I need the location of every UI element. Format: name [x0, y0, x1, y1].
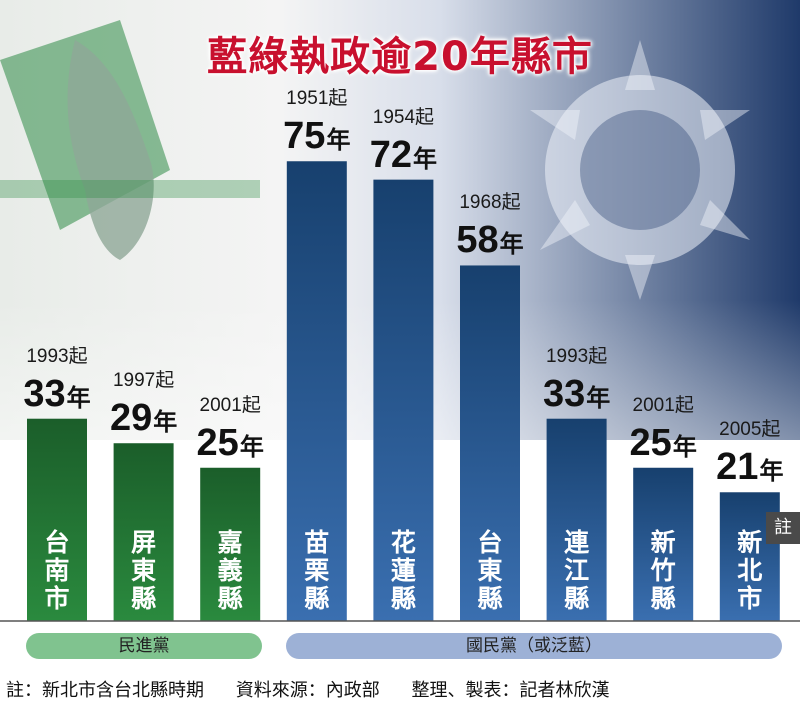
chart-title: 藍綠執政逾20年縣市 [207, 34, 593, 80]
bar-1 [113, 443, 174, 621]
bar-value-label: 58年 [456, 219, 524, 262]
bar-value-label: 25年 [629, 421, 697, 464]
bar-start-label: 1954起 [372, 106, 435, 128]
bar-category-label: 台東縣 [477, 528, 503, 613]
bar-start-label: 2001起 [199, 394, 261, 416]
legend-kmt: 國民黨（或泛藍） [286, 633, 782, 659]
bar-category-label: 苗栗縣 [304, 528, 330, 613]
bar-value-label: 33年 [542, 372, 611, 415]
bar-start-label: 2005起 [719, 419, 781, 441]
legend-dpp: 民進黨 [26, 633, 262, 659]
footer-credit: 整理、製表：記者林欣漢 [411, 680, 610, 701]
bar-start-label: 1997起 [112, 370, 175, 392]
bar-value-label: 29年 [109, 397, 178, 440]
bar-start-label: 1993起 [545, 345, 608, 367]
bar-category-label: 花蓮縣 [390, 528, 416, 613]
bar-3 [286, 161, 347, 621]
bar-7 [633, 467, 694, 621]
bar-0 [27, 418, 87, 621]
bar-6 [546, 418, 607, 621]
bar-start-label: 1993起 [26, 345, 88, 367]
bar-value-label: 33年 [23, 372, 91, 415]
bar-category-label: 新竹縣 [650, 528, 676, 613]
bar-category-label: 台南市 [44, 528, 70, 613]
bar-category-label: 嘉義縣 [217, 528, 243, 613]
bar-start-label: 2001起 [632, 394, 694, 416]
bar-category-label: 連江縣 [564, 528, 590, 613]
bar-value-label: 72年 [369, 133, 438, 176]
bar-category-label: 屏東縣 [131, 528, 157, 613]
bar-start-label: 1968起 [459, 192, 521, 214]
bar-start-label: 1951起 [286, 88, 348, 110]
bar-2 [200, 467, 261, 621]
bar-category-label: 新北市 [737, 528, 763, 613]
footer: 註：新北市含台北縣時期 資料來源：內政部 整理、製表：記者林欣漢 [6, 676, 609, 702]
bars-layer [27, 161, 780, 621]
bar-value-label: 21年 [716, 446, 784, 489]
footer-source: 資料來源：內政部 [235, 680, 380, 701]
bar-4 [373, 179, 434, 621]
bar-value-label: 25年 [196, 421, 264, 464]
bar-5 [460, 265, 520, 621]
footer-note: 註：新北市含台北縣時期 [6, 680, 204, 701]
bar-value-label: 75年 [283, 115, 351, 158]
note-tag: 註 [766, 512, 800, 544]
